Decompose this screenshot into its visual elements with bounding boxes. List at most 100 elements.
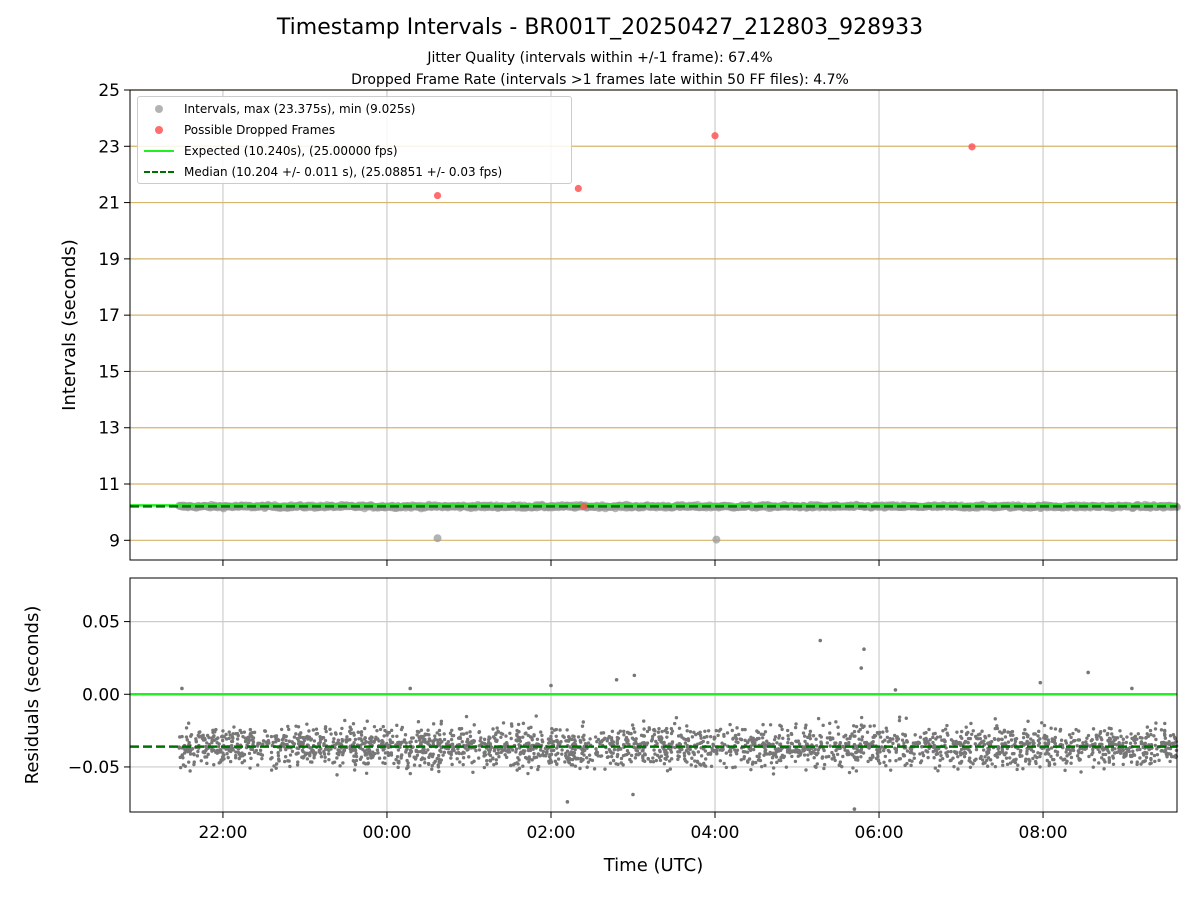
residual-point [477, 730, 482, 734]
residual-point [756, 730, 761, 735]
residual-point [891, 741, 895, 746]
residual-point [618, 729, 623, 733]
residual-point [1021, 735, 1026, 740]
residual-point [399, 756, 403, 760]
residual-point [937, 764, 942, 768]
residual-point [860, 735, 865, 739]
residual-point [594, 747, 598, 751]
residual-point [184, 735, 189, 739]
residual-point [968, 765, 973, 769]
residual-point [413, 757, 418, 761]
residual-point [760, 736, 765, 740]
residual-point [790, 754, 794, 759]
residual-point [566, 739, 570, 743]
residual-point [516, 762, 520, 766]
residual-point [327, 748, 331, 753]
residual-point [1025, 752, 1029, 756]
residual-point [488, 758, 492, 762]
residual-point [1075, 744, 1079, 748]
residual-point [797, 748, 801, 752]
residual-point [337, 752, 341, 757]
residual-point [1107, 736, 1112, 740]
residual-point [553, 759, 558, 764]
residual-point [385, 741, 389, 746]
residual-point [867, 745, 871, 750]
top-y-tick-label: 21 [98, 194, 120, 214]
residual-point [1086, 733, 1091, 738]
residual-point [1167, 740, 1171, 744]
residual-point [672, 721, 677, 726]
residual-point [1001, 763, 1005, 767]
residual-point [276, 757, 281, 761]
residual-point [629, 753, 634, 758]
residual-point [198, 730, 202, 734]
residual-point [495, 726, 499, 730]
residual-point [695, 759, 700, 764]
residual-point [1014, 757, 1018, 762]
residual-point [231, 732, 235, 736]
residual-point [1174, 739, 1179, 744]
residual-point [461, 755, 466, 760]
residual-point [248, 727, 253, 732]
residual-point [467, 742, 471, 746]
residual-point [1038, 680, 1043, 685]
residual-point [377, 756, 382, 760]
residual-point [814, 737, 818, 741]
legend-label-intervals: Intervals, max (23.375s), min (9.025s) [184, 102, 416, 116]
residual-point [724, 765, 729, 770]
residual-point [341, 761, 345, 765]
residual-point [567, 735, 571, 739]
residual-point [1153, 727, 1158, 731]
residual-point [396, 765, 400, 770]
residual-point [981, 748, 986, 752]
residual-point [670, 741, 674, 746]
residual-point [232, 725, 236, 729]
residual-point [692, 730, 696, 735]
residual-point [660, 729, 664, 734]
residual-point [978, 732, 982, 736]
residual-point [1064, 761, 1068, 765]
residual-point [778, 758, 783, 763]
residual-point [282, 759, 287, 764]
residual-point [336, 741, 341, 745]
residual-point [897, 715, 902, 719]
residual-point [922, 731, 926, 735]
residual-point [322, 752, 327, 756]
residual-point [855, 755, 860, 760]
residual-point [549, 737, 553, 742]
residual-point [426, 740, 430, 744]
residual-point [1074, 727, 1078, 732]
residual-point [217, 742, 221, 746]
residual-point [859, 748, 863, 752]
residual-point [532, 734, 536, 738]
residual-point [611, 758, 616, 763]
residual-point [251, 740, 256, 744]
residual-point [793, 759, 798, 764]
residual-point [298, 735, 302, 740]
residual-point [630, 723, 635, 727]
residual-point [282, 735, 286, 740]
residual-point [536, 752, 540, 756]
residual-point [1052, 740, 1057, 745]
residual-point [394, 757, 398, 762]
residual-point [1018, 741, 1023, 745]
residual-point [770, 755, 775, 760]
residual-point [236, 750, 241, 755]
residual-point [595, 739, 599, 744]
residual-point [964, 731, 969, 736]
residual-point [555, 738, 559, 743]
residual-point [1126, 748, 1130, 753]
residual-point [200, 736, 205, 741]
residual-point [634, 752, 638, 757]
chart-subtitle-jitter: Jitter Quality (intervals within +/-1 fr… [427, 50, 773, 66]
residual-point [348, 725, 352, 729]
residual-point [455, 757, 459, 761]
residual-point [940, 756, 945, 761]
residual-point [1031, 756, 1035, 761]
residual-point [914, 741, 919, 745]
residual-point [801, 747, 805, 752]
residual-point [310, 760, 314, 764]
residual-point [430, 764, 434, 768]
top-plot-data [130, 132, 1181, 544]
residual-point [485, 759, 489, 763]
